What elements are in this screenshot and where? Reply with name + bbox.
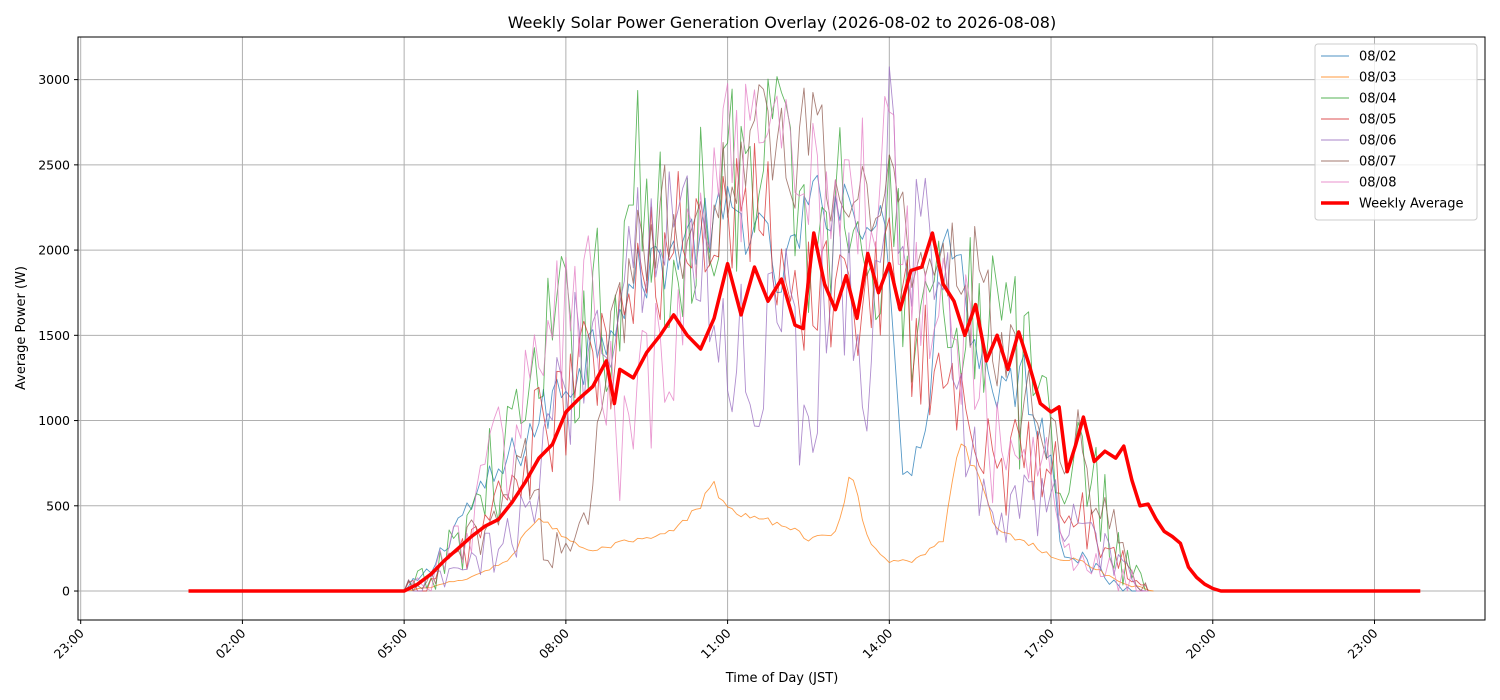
x-tick-label: 20:00 <box>1183 625 1219 661</box>
legend-label: Weekly Average <box>1359 197 1463 212</box>
x-axis-label: Time of Day (JST) <box>725 671 839 686</box>
series-line-08-08 <box>404 82 1149 592</box>
x-tick-label: 17:00 <box>1021 625 1057 661</box>
x-tick-label: 08:00 <box>536 625 572 661</box>
series-line-weekly-average <box>188 231 1421 593</box>
y-tick-label: 1000 <box>38 413 70 428</box>
y-axis-label: Average Power (W) <box>14 266 29 390</box>
x-tick-label: 11:00 <box>698 625 734 661</box>
chart-title: Weekly Solar Power Generation Overlay (2… <box>508 13 1056 32</box>
legend-label: 08/02 <box>1359 50 1396 65</box>
y-tick-label: 0 <box>62 584 70 599</box>
legend-label: 08/05 <box>1359 113 1396 128</box>
series-line-08-04 <box>403 76 1149 592</box>
series-line-08-03 <box>403 443 1154 592</box>
legend: 08/02 08/03 08/04 08/05 08/06 08/07 08/08 Weekl… <box>1314 43 1478 221</box>
legend-label: 08/04 <box>1359 92 1396 107</box>
legend-label: 08/07 <box>1359 155 1396 170</box>
x-tick-label: 23:00 <box>51 625 87 661</box>
series-line-08-07 <box>403 84 1149 592</box>
y-tick-label: 500 <box>46 498 70 513</box>
x-tick-label: 14:00 <box>859 625 895 661</box>
legend-box <box>1314 43 1478 221</box>
x-axis-ticks: 23:00 02:00 05:00 08:00 11:00 14:00 17:00 20:00… <box>51 620 1381 662</box>
x-tick-label: 05:00 <box>374 625 410 661</box>
series-line-08-02 <box>403 174 1149 592</box>
plot-frame <box>77 36 1486 621</box>
y-tick-label: 2500 <box>38 157 70 172</box>
y-tick-label: 2000 <box>38 243 70 258</box>
series-line-08-06 <box>403 66 1149 592</box>
y-tick-label: 1500 <box>38 328 70 343</box>
legend-label: 08/06 <box>1359 134 1396 149</box>
y-axis-ticks: 0 500 1000 1500 2000 2500 3000 <box>38 72 78 599</box>
x-tick-label: 02:00 <box>212 625 248 661</box>
y-tick-label: 3000 <box>38 72 70 87</box>
legend-label: 08/08 <box>1359 176 1396 191</box>
legend-label: 08/03 <box>1359 71 1396 86</box>
x-tick-label: 23:00 <box>1345 625 1381 661</box>
series-lines <box>188 66 1421 593</box>
